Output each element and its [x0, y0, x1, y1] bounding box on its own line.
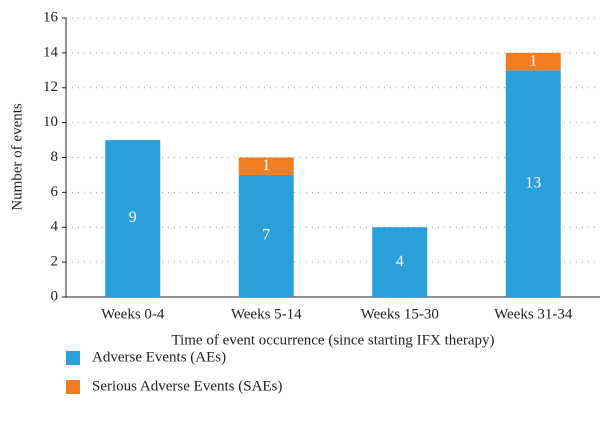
data-label: 1	[262, 157, 270, 174]
bar-segment	[238, 157, 294, 175]
y-tick-label: 8	[51, 149, 59, 165]
x-tick-label: Weeks 15-30	[361, 306, 439, 322]
x-tick-label: Weeks 0-4	[101, 306, 165, 322]
y-tick-label: 16	[43, 9, 59, 25]
y-tick-label: 6	[51, 184, 59, 200]
legend-label: Adverse Events (AEs)	[92, 349, 226, 365]
data-label: 13	[525, 174, 541, 191]
y-axis-label: Number of events	[9, 103, 25, 211]
legend-label: Serious Adverse Events (SAEs)	[92, 378, 282, 394]
y-tick-label: 4	[51, 219, 59, 235]
data-label: 1	[529, 52, 537, 69]
y-tick-label: 10	[43, 114, 58, 130]
bar-segment	[372, 227, 428, 297]
x-tick-label: Weeks 31-34	[494, 306, 573, 322]
legend-swatch	[66, 351, 80, 365]
x-axis-label: Time of event occurrence (since starting…	[171, 332, 494, 348]
bar-segment	[238, 174, 294, 297]
data-label: 4	[396, 253, 404, 270]
x-tick-label: Weeks 5-14	[231, 306, 302, 322]
y-tick-label: 0	[51, 288, 59, 304]
y-tick-label: 2	[51, 254, 59, 270]
bar-segment	[105, 140, 161, 297]
bar-segment	[505, 52, 561, 71]
y-tick-label: 14	[43, 44, 59, 60]
data-label: 7	[262, 227, 270, 244]
data-label: 9	[129, 209, 137, 226]
y-tick-label: 12	[43, 79, 58, 95]
bar-segment	[505, 70, 561, 297]
legend-swatch	[66, 380, 80, 394]
